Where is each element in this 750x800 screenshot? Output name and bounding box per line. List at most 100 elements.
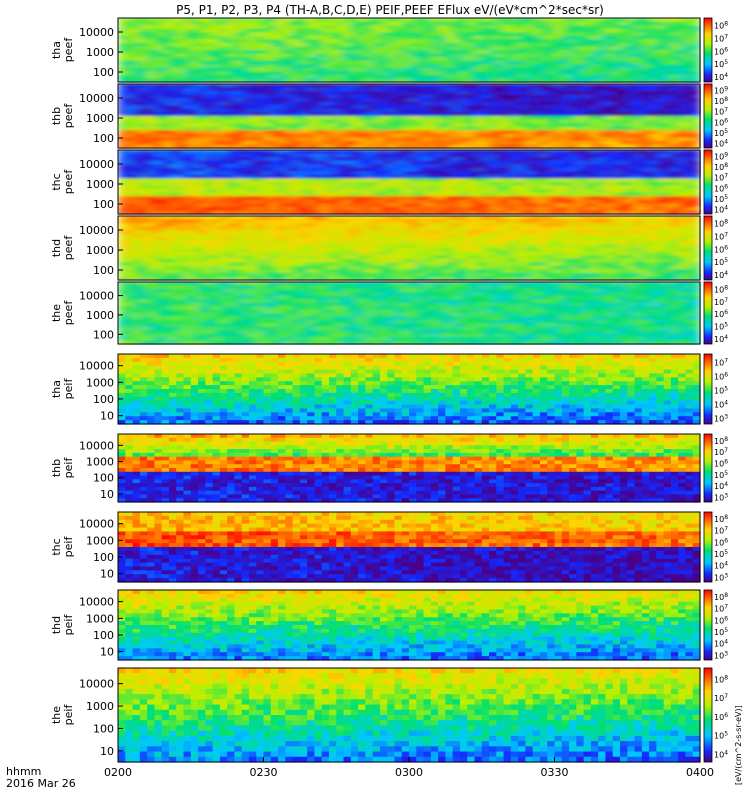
y-tick-label: 10000 xyxy=(79,518,114,531)
colorbar-tick-label: 109 xyxy=(714,85,728,95)
spectrogram-cells xyxy=(118,668,701,763)
colorbar-tick-label: 105 xyxy=(714,59,728,69)
probe-label: thc xyxy=(50,538,63,555)
panel-10: 10000 1000 100 10 the peif 108 107 106 105 104 xyxy=(50,667,728,763)
y-tick-label: 100 xyxy=(93,328,114,341)
colorbar-tick-label: 104 xyxy=(714,139,728,149)
colorbar-tick-label: 108 xyxy=(714,284,728,294)
colorbar-tick-label: 106 xyxy=(714,712,728,722)
panel-frame xyxy=(117,83,701,149)
colorbar xyxy=(703,83,713,149)
colorbar-tick-label: 107 xyxy=(714,526,728,536)
y-tick-label: 10 xyxy=(100,568,114,581)
spectrogram-cells xyxy=(118,18,701,83)
colorbar-tick-label: 103 xyxy=(714,413,728,423)
x-axis-label-top: hhmm xyxy=(6,765,41,778)
x-tick-label: 0330 xyxy=(541,766,569,779)
product-label: peef xyxy=(62,169,75,195)
colorbar-tick-label: 106 xyxy=(714,458,728,468)
colorbar-tick-label: 103 xyxy=(714,492,728,502)
colorbar-tick-label: 107 xyxy=(714,173,728,183)
panel-frame xyxy=(117,281,701,345)
y-tick-label: 10 xyxy=(100,745,114,758)
colorbar-tick-label: 106 xyxy=(714,244,728,254)
probe-label: the xyxy=(50,706,63,724)
colorbar-tick-label: 104 xyxy=(714,749,728,759)
colorbar-tick-label: 107 xyxy=(714,33,728,43)
colorbar-tick-label: 105 xyxy=(714,322,728,332)
colorbar-tick-label: 106 xyxy=(714,371,728,381)
colorbar-tick-label: 105 xyxy=(714,194,728,204)
colorbar-tick-label: 105 xyxy=(714,549,728,559)
y-tick-label: 1000 xyxy=(86,612,114,625)
product-label: peef xyxy=(62,300,75,326)
probe-label: the xyxy=(50,304,63,322)
colorbar xyxy=(703,353,713,425)
probe-label: tha xyxy=(50,380,63,398)
panel-frame xyxy=(117,149,701,215)
colorbar-tick-label: 107 xyxy=(714,604,728,614)
x-tick-label: 0400 xyxy=(686,766,714,779)
panel-4: 10000 1000 100 thd peef 108 107 106 105 104 xyxy=(50,215,728,281)
colorbar-tick-label: 103 xyxy=(714,572,728,582)
probe-label: thb xyxy=(50,107,63,125)
y-tick-label: 10000 xyxy=(79,26,114,39)
colorbar-tick-label: 103 xyxy=(714,650,728,660)
colorbar-tick-label: 104 xyxy=(714,639,728,649)
colorbar-tick-label: 105 xyxy=(714,470,728,480)
y-tick-label: 10 xyxy=(100,488,114,501)
colorbar-tick-label: 106 xyxy=(714,46,728,56)
colorbar-tick-label: 108 xyxy=(714,436,728,446)
y-tick-label: 1000 xyxy=(86,178,114,191)
colorbar-tick-label: 107 xyxy=(714,107,728,117)
product-label: peif xyxy=(62,704,75,726)
spectrogram-cells xyxy=(118,84,701,149)
y-tick-label: 10000 xyxy=(79,92,114,105)
colorbar-tick-label: 108 xyxy=(714,592,728,602)
colorbar-tick-label: 109 xyxy=(714,151,728,161)
colorbar xyxy=(703,589,713,661)
colorbar-tick-label: 108 xyxy=(714,21,728,31)
y-tick-label: 100 xyxy=(93,551,114,564)
spectrogram-cells xyxy=(118,512,701,583)
y-tick-label: 100 xyxy=(93,66,114,79)
spectrogram-cells xyxy=(118,434,701,503)
y-tick-label: 1000 xyxy=(86,244,114,257)
y-tick-label: 100 xyxy=(93,472,114,485)
y-tick-label: 1000 xyxy=(86,534,114,547)
colorbar-tick-label: 107 xyxy=(714,297,728,307)
colorbar-tick-label: 104 xyxy=(714,72,728,82)
colorbar-tick-label: 108 xyxy=(714,162,728,172)
colorbar-units-label: [eV/(cm^2-s-sr-eV)] xyxy=(734,705,743,785)
panel-frame xyxy=(117,589,701,661)
colorbar-tick-label: 104 xyxy=(714,334,728,344)
x-tick-label: 0300 xyxy=(395,766,423,779)
colorbar-tick-label: 108 xyxy=(714,219,728,229)
colorbar-tick-label: 105 xyxy=(714,257,728,267)
probe-label: tha xyxy=(50,41,63,59)
colorbar-tick-label: 107 xyxy=(714,447,728,457)
y-tick-label: 10 xyxy=(100,646,114,659)
chart-title: P5, P1, P2, P3, P4 (TH-A,B,C,D,E) PEIF,P… xyxy=(176,3,604,17)
colorbar-tick-label: 104 xyxy=(714,561,728,571)
colorbar-tick-label: 105 xyxy=(714,731,728,741)
y-tick-label: 1000 xyxy=(86,46,114,59)
y-tick-label: 100 xyxy=(93,264,114,277)
x-tick-label: 0200 xyxy=(104,766,132,779)
colorbar-tick-label: 108 xyxy=(714,96,728,106)
spectrogram-cells xyxy=(118,282,701,345)
colorbar xyxy=(703,215,713,281)
y-tick-label: 1000 xyxy=(86,376,114,389)
colorbar xyxy=(703,17,713,83)
colorbar-tick-label: 106 xyxy=(714,537,728,547)
panel-frame xyxy=(117,215,701,281)
product-label: peef xyxy=(62,103,75,129)
y-tick-label: 1000 xyxy=(86,309,114,322)
y-tick-label: 10000 xyxy=(79,290,114,303)
y-tick-label: 10 xyxy=(100,410,114,423)
x-axis: 0200 0230 0300 0330 0400 xyxy=(104,757,714,779)
